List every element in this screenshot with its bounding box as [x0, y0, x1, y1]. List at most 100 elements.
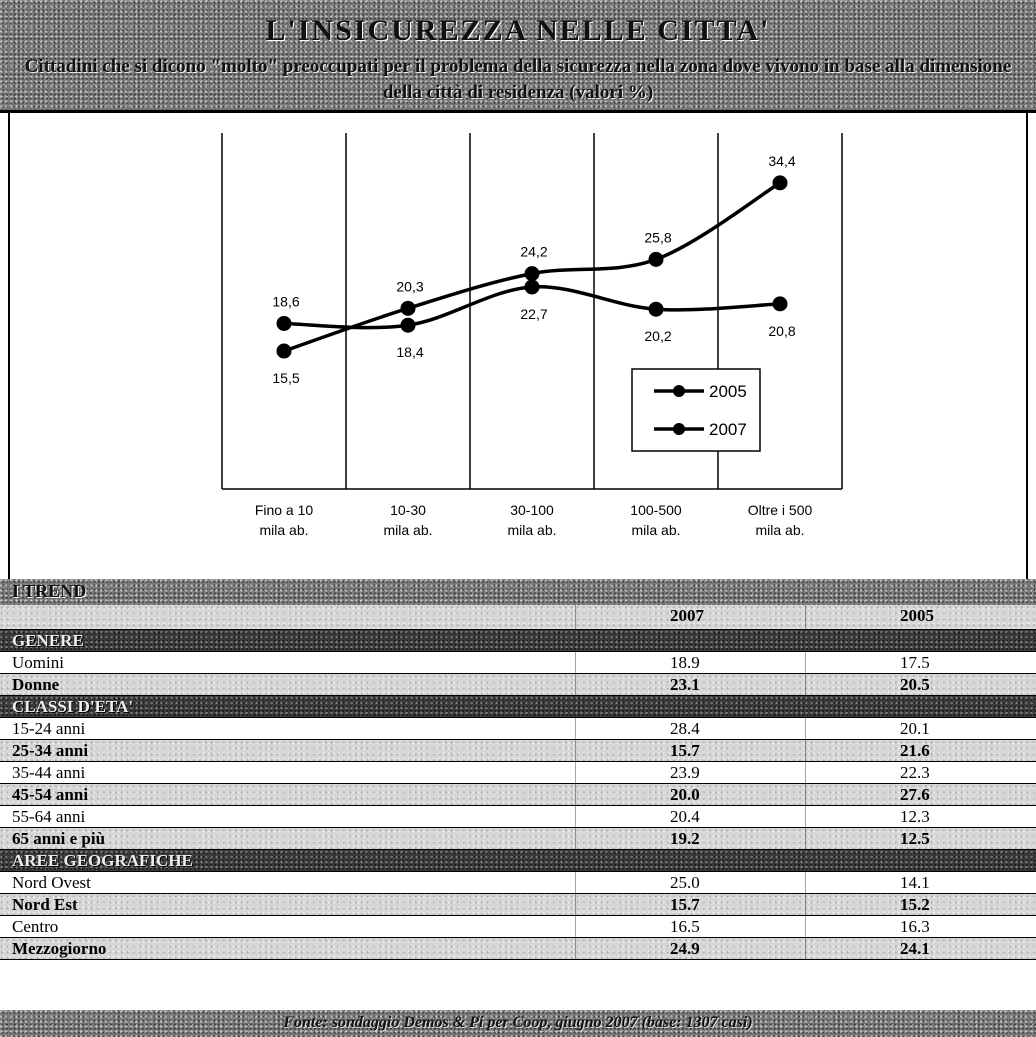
column-divider	[805, 828, 806, 849]
x-tick-label: mila ab.	[507, 522, 556, 538]
section-header: AREE GEOGRAFICHE	[0, 850, 1036, 872]
table-row: Nord Ovest 25.0 14.1	[0, 872, 1036, 894]
trend-section-header: I TREND	[0, 579, 1036, 605]
value-2005: 12.5	[900, 829, 930, 850]
column-divider	[575, 784, 576, 805]
section-header: GENERE	[0, 630, 1036, 652]
value-2005: 15.2	[900, 895, 930, 916]
table-row: Donne 23.1 20.5	[0, 674, 1036, 696]
row-label: Nord Est	[12, 895, 78, 914]
data-label-2007: 20,8	[768, 323, 795, 339]
legend-marker-2007	[673, 423, 685, 435]
table-row: Uomini 18.9 17.5	[0, 652, 1036, 674]
section-title: AREE GEOGRAFICHE	[12, 851, 193, 870]
value-2007: 20.4	[670, 807, 700, 828]
column-divider	[575, 740, 576, 761]
value-2007: 18.9	[670, 653, 700, 674]
column-divider	[805, 872, 806, 893]
value-2005: 14.1	[900, 873, 930, 894]
row-label: Nord Ovest	[12, 873, 91, 892]
table-row: Centro 16.5 16.3	[0, 916, 1036, 938]
column-divider	[805, 718, 806, 739]
row-label: Mezzogiorno	[12, 939, 107, 958]
value-2005: 17.5	[900, 653, 930, 674]
column-divider	[575, 762, 576, 783]
column-divider	[805, 916, 806, 937]
data-label-2005: 25,8	[644, 229, 671, 245]
row-label: Centro	[12, 917, 59, 936]
value-2007: 23.9	[670, 763, 700, 784]
value-2005: 12.3	[900, 807, 930, 828]
column-divider	[805, 652, 806, 673]
year-header-row: 2007 2005	[0, 605, 1036, 630]
column-divider	[805, 894, 806, 915]
column-divider	[805, 605, 806, 629]
row-label: Donne	[12, 675, 60, 694]
chart-panel: Fino a 10 mila ab. 10-30 mila ab. 30-100 mila…	[8, 113, 1028, 579]
column-divider	[575, 828, 576, 849]
data-point-2007	[400, 317, 416, 333]
column-divider	[575, 718, 576, 739]
row-label: Uomini	[12, 653, 64, 672]
data-point-2005	[772, 175, 788, 191]
column-divider	[805, 806, 806, 827]
data-point-2007	[524, 279, 540, 295]
column-divider	[575, 806, 576, 827]
legend-label-2007: 2007	[709, 420, 747, 439]
source-note: Fonte: sondaggio Demos & Pi per Coop, gi…	[283, 1014, 753, 1031]
data-label-2005: 34,4	[768, 153, 795, 169]
data-point-2005	[524, 266, 540, 282]
value-2007: 19.2	[670, 829, 700, 850]
data-point-2007	[276, 315, 292, 331]
x-tick-label: mila ab.	[259, 522, 308, 538]
value-2007: 28.4	[670, 719, 700, 740]
column-divider	[575, 894, 576, 915]
section-title: GENERE	[12, 631, 84, 650]
line-chart: Fino a 10 mila ab. 10-30 mila ab. 30-100 mila…	[221, 133, 843, 538]
column-divider	[575, 872, 576, 893]
legend-marker-2005	[673, 385, 685, 397]
data-label-2005: 24,2	[520, 244, 547, 260]
row-label: 25-34 anni	[12, 741, 89, 760]
column-divider	[805, 938, 806, 959]
data-label-2007: 20,2	[644, 328, 671, 344]
row-label: 15-24 anni	[12, 719, 86, 738]
page-subtitle: Cittadini che si dicono "molto" preoccup…	[24, 56, 1012, 103]
trend-table: 2007 2005 GENERE Uomini 18.9 17.5 Donne 23.1 20.…	[0, 605, 1036, 960]
x-tick-label: Fino a 10	[255, 502, 314, 518]
data-label-2007: 22,7	[520, 306, 547, 322]
value-2005: 16.3	[900, 917, 930, 938]
data-point-2005	[648, 251, 664, 267]
chart-header: L'INSICUREZZA NELLE CITTA' Cittadini che…	[0, 0, 1036, 113]
x-tick-label: 100-500	[630, 502, 682, 518]
column-divider	[805, 762, 806, 783]
value-2007: 16.5	[670, 917, 700, 938]
row-label: 55-64 anni	[12, 807, 86, 826]
data-point-2007	[648, 301, 664, 317]
x-tick-label: mila ab.	[383, 522, 432, 538]
x-tick-label: 10-30	[390, 502, 426, 518]
x-tick-label: 30-100	[510, 502, 554, 518]
row-label: 65 anni e più	[12, 829, 106, 848]
value-2007: 15.7	[670, 895, 700, 916]
data-label-2005: 20,3	[396, 278, 423, 294]
column-divider	[575, 605, 576, 629]
value-2007: 20.0	[670, 785, 700, 806]
data-point-2005	[276, 343, 292, 359]
value-2005: 27.6	[900, 785, 930, 806]
legend-box	[631, 368, 761, 452]
page-title: L'INSICUREZZA NELLE CITTA'	[265, 14, 771, 47]
value-2007: 23.1	[670, 675, 700, 696]
data-label-2005: 15,5	[272, 370, 299, 386]
value-2005: 20.5	[900, 675, 930, 696]
year-2005-header: 2005	[900, 606, 934, 625]
row-label: 35-44 anni	[12, 763, 86, 782]
value-2007: 15.7	[670, 741, 700, 762]
trend-title: I TREND	[12, 581, 87, 601]
column-divider	[805, 740, 806, 761]
column-divider	[575, 652, 576, 673]
x-tick-label: mila ab.	[755, 522, 804, 538]
value-2005: 24.1	[900, 939, 930, 960]
column-divider	[805, 784, 806, 805]
column-divider	[575, 938, 576, 959]
